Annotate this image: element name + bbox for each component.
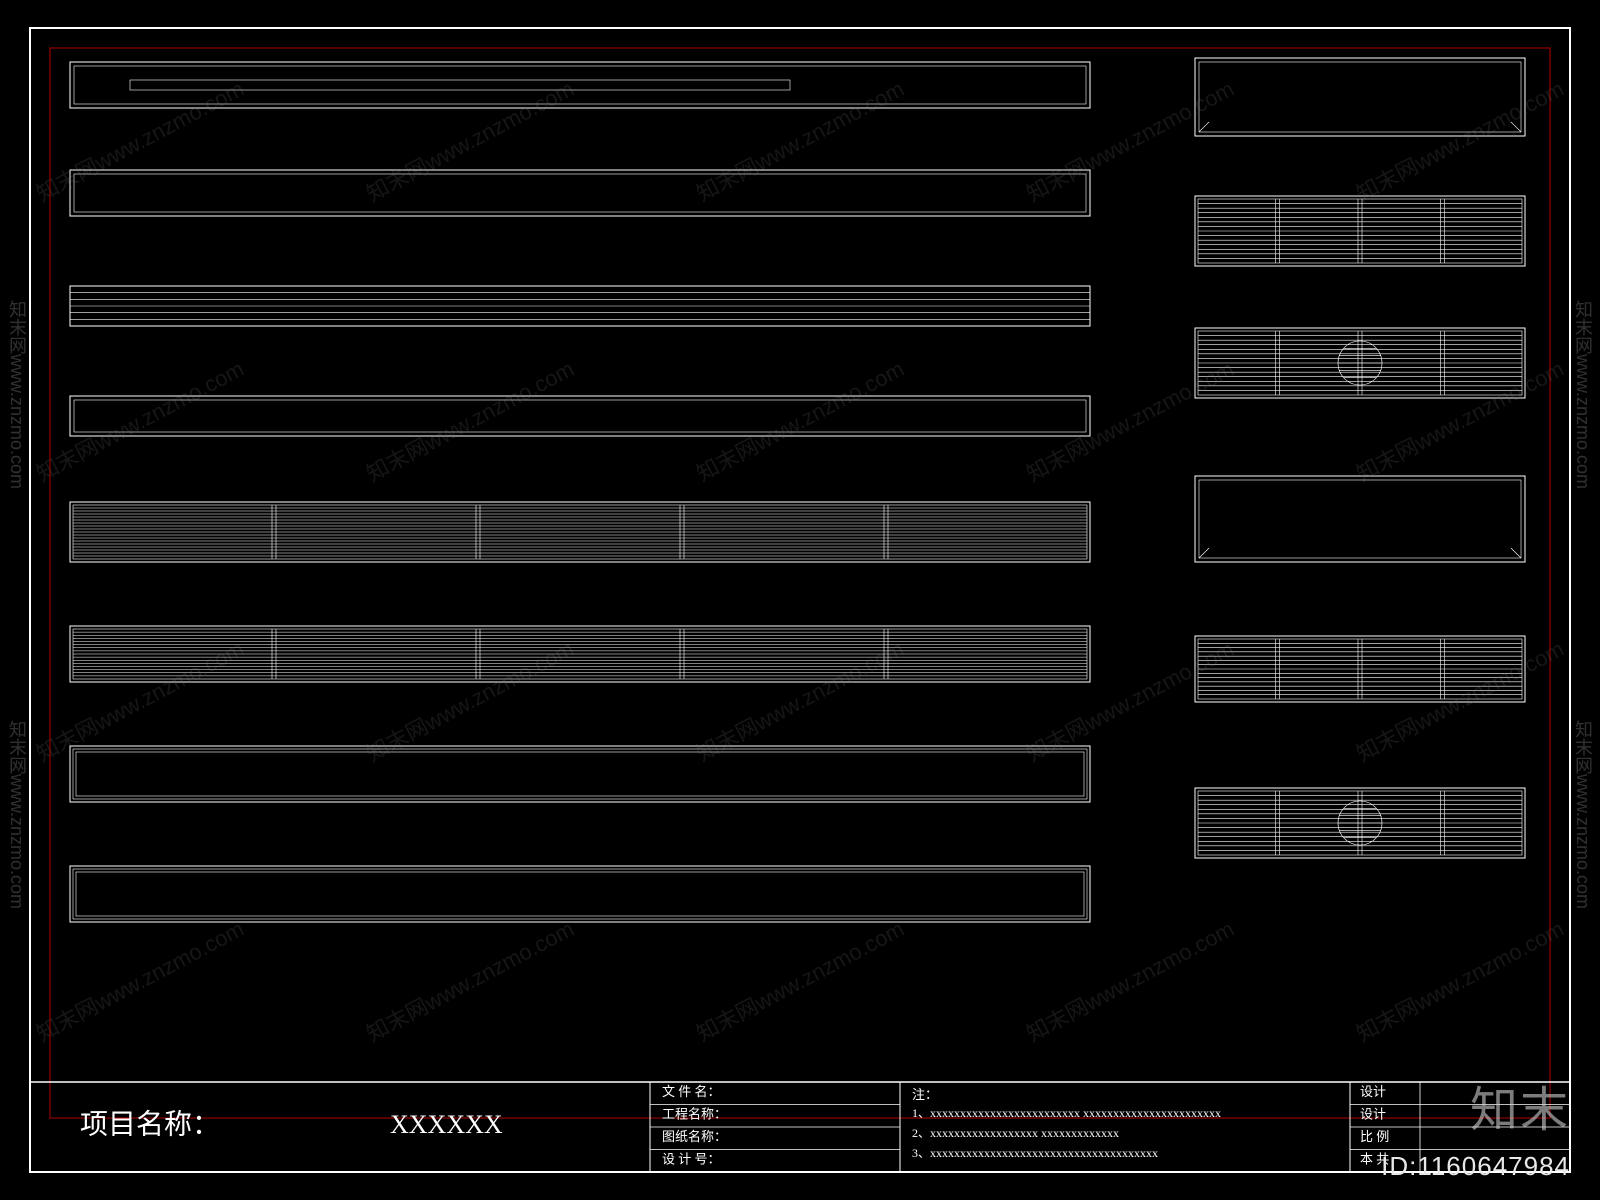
svg-text:注：: 注：: [912, 1087, 938, 1102]
svg-text:3、xxxxxxxxxxxxxxxxxxxxxxxxxxxx: 3、xxxxxxxxxxxxxxxxxxxxxxxxxxxxxxxxxxxxxx: [912, 1146, 1158, 1160]
svg-text:1、xxxxxxxxxxxxxxxxxxxxxxxxx: 1、xxxxxxxxxxxxxxxxxxxxxxxxx xxxxxxxxxxxx…: [912, 1106, 1221, 1120]
cad-drawing-svg: 项目名称： XXXXXX 文 件 名： 工程名称： 图纸名称： 设 计 号： 注： 1、xxx…: [0, 0, 1600, 1200]
svg-text:设计: 设计: [1360, 1107, 1386, 1122]
asset-id: ID:1160647984: [1381, 1151, 1570, 1182]
svg-text:比 例: 比 例: [1360, 1129, 1389, 1144]
svg-text:项目名称：: 项目名称：: [80, 1108, 220, 1140]
svg-text:设计: 设计: [1360, 1084, 1386, 1099]
svg-text:图纸名称：: 图纸名称：: [662, 1129, 727, 1144]
cad-viewport: 知末网www.znzmo.com 知末网www.znzmo.com 知末网www…: [0, 0, 1600, 1200]
svg-text:XXXXXX: XXXXXX: [390, 1110, 503, 1139]
svg-text:文 件 名：: 文 件 名：: [662, 1084, 721, 1099]
svg-text:设 计 号：: 设 计 号：: [662, 1152, 721, 1167]
svg-text:2、xxxxxxxxxxxxxxxxxx: 2、xxxxxxxxxxxxxxxxxx xxxxxxxxxxxxx: [912, 1126, 1119, 1140]
brand-logo: 知末: [1470, 1070, 1570, 1140]
svg-text:工程名称：: 工程名称：: [662, 1107, 727, 1122]
